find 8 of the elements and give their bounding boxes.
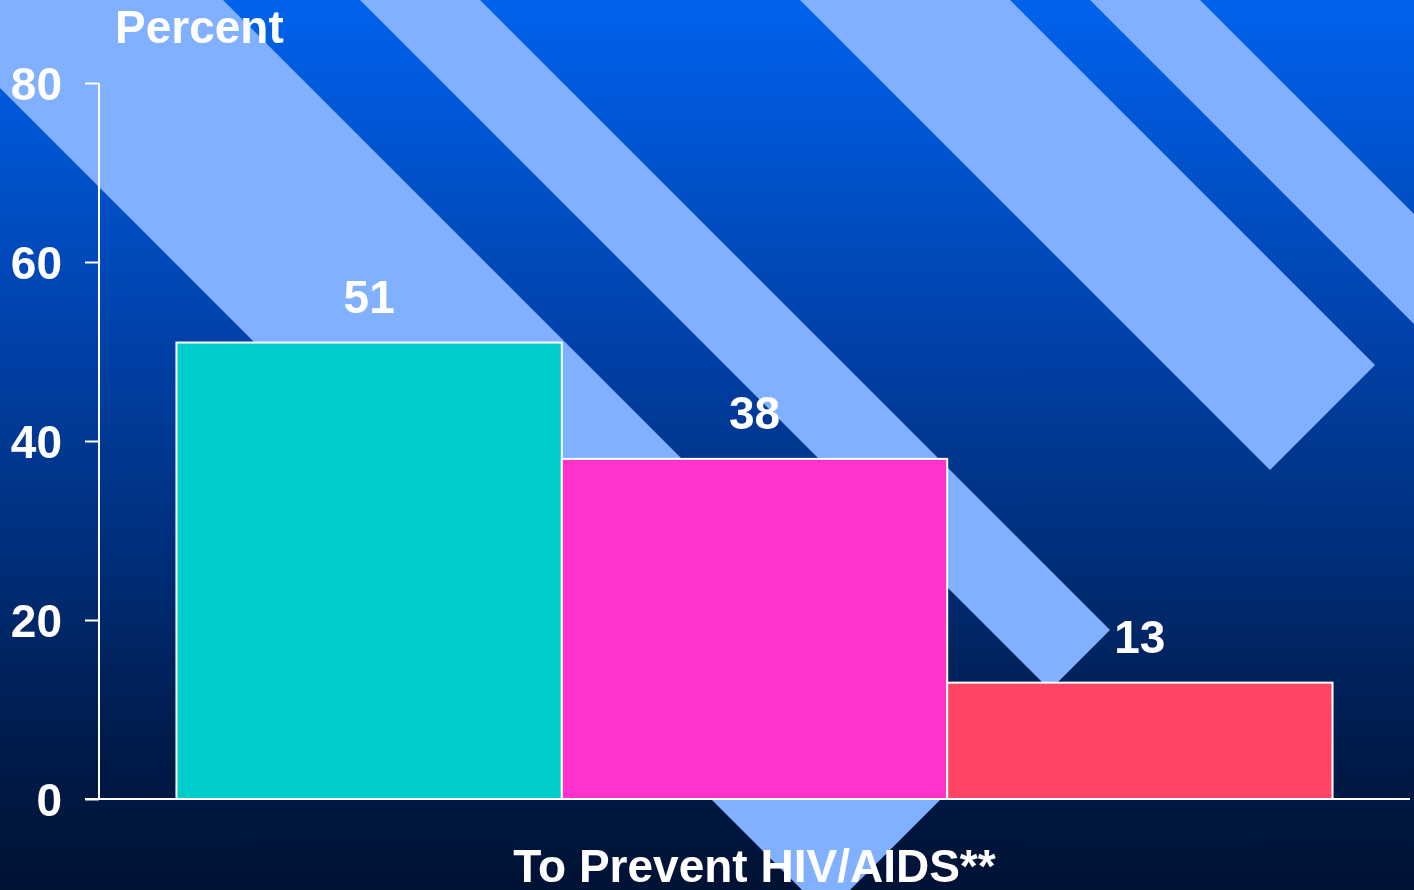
- y-tick-label: 60: [10, 236, 62, 289]
- data-label: 13: [1114, 610, 1166, 663]
- data-label: 38: [728, 386, 781, 439]
- y-tick-label: 80: [10, 57, 62, 110]
- y-tick-label: 40: [10, 415, 62, 468]
- y-tick-label: 20: [10, 594, 62, 647]
- y-tick-label: 0: [36, 773, 62, 826]
- data-label: 51: [343, 270, 395, 323]
